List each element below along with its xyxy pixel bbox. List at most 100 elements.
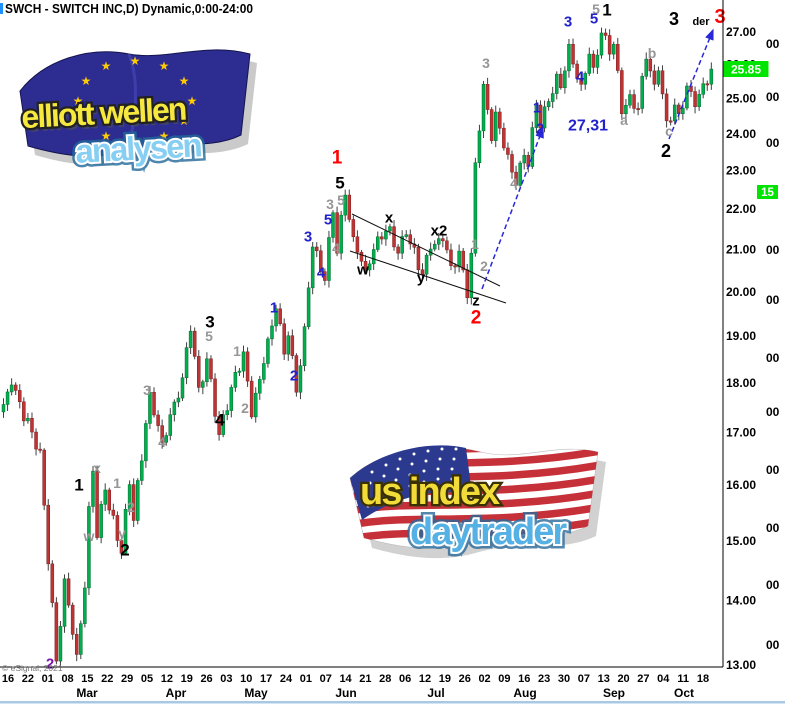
candle-down [197,356,201,388]
candle-up [91,470,95,507]
correction-channel [349,213,507,304]
candle-up [640,76,644,109]
svg-text:★: ★ [159,129,170,143]
wave-label: 5 [205,328,213,344]
price-axis-label: 25.00 [726,92,756,106]
candle-down [13,384,18,391]
us-flag-canton [350,445,472,520]
candle-down [648,58,653,72]
date-tick: 15 [81,673,93,685]
candle-up [180,377,185,399]
candle-up [681,107,685,115]
date-tick: 21 [359,673,371,685]
month-label: Mar [76,686,98,700]
candle-up [298,365,303,393]
candle-up [477,130,482,163]
candle-down [660,70,665,95]
wave-label: x [385,210,394,227]
candle-up [266,338,270,364]
candle-down [319,250,323,272]
candle-up [140,460,144,481]
candle-up [148,391,152,424]
candle-down [34,431,38,450]
candle-up [599,32,604,56]
svg-text:★: ★ [130,54,141,68]
candle-up [274,308,278,327]
candle-down [42,449,46,506]
candle-up [701,83,705,95]
candle-down [453,265,457,268]
candle-up [205,358,209,382]
candle-up [563,70,567,88]
price-axis-label: 27.00 [726,25,756,39]
price-axis-label: 14.00 [726,594,756,608]
date-tick: 19 [181,673,193,685]
date-tick: 01 [42,673,54,685]
candle-down [514,171,518,186]
us-logo-text-shadow: us index [363,474,503,516]
svg-text:★: ★ [179,74,190,88]
wave-label: a [620,112,628,128]
candle-up [262,363,266,380]
candle-up [58,626,63,662]
candle-down [22,401,26,422]
wave-label: 2 [127,499,135,515]
date-tick: 29 [121,673,133,685]
candle-up [253,392,258,418]
axis-label-fragment: 00 [766,463,780,477]
price-axis-label: 21.00 [726,243,756,257]
eu-flag-fold [127,53,137,151]
wave-label: 4 [510,175,518,191]
date-tick: 12 [161,673,173,685]
candle-up [595,54,600,68]
candle-up [542,106,547,129]
wave-label: w [83,528,95,544]
date-tick: 16 [518,673,530,685]
svg-text:★: ★ [130,134,141,148]
candle-up [221,414,225,435]
candle-down [290,335,295,356]
candle-up [367,263,372,271]
month-label: Sep [603,686,625,700]
wave-label: 1 [233,343,241,359]
candle-up [123,509,128,554]
month-label: Oct [674,686,694,700]
us-logo-line1: us index [360,471,500,513]
candle-up [343,194,347,216]
candle-down [396,246,400,254]
candle-down [502,127,506,149]
date-tick: 24 [280,673,293,685]
month-label: May [244,686,268,700]
wave-label: 5 [337,192,345,208]
wave-label: 3 [482,55,490,71]
candle-up [376,236,380,250]
date-tick: 03 [220,673,232,685]
price-axis-label: 19.00 [726,329,756,343]
candle-up [697,94,701,107]
chart-title: SWCH - SWITCH INC,D) Dynamic,0:00-24:00 [5,1,253,16]
candle-down [489,109,494,141]
candle-down [575,63,579,79]
candle-up [327,237,331,281]
candle-up [302,326,307,366]
candle-up [168,414,173,436]
candle-down [156,414,160,426]
wave-label: 2 [46,656,54,673]
candle-up [270,325,274,340]
candle-down [465,269,470,299]
candle-down [571,44,575,65]
date-tick: 05 [141,673,153,685]
wave-label: 5 [592,1,600,17]
price-axis-label: 20.00 [726,285,756,299]
candle-up [644,58,648,77]
wave-label: 5 [590,11,598,28]
candle-up [457,250,461,268]
wave-label: 27,31 [568,118,608,135]
month-label: Jun [335,686,356,700]
candle-up [371,249,376,265]
candle-down [50,563,55,603]
date-tick: 20 [617,673,629,685]
candle-up [103,489,107,505]
candle-up [518,162,522,186]
